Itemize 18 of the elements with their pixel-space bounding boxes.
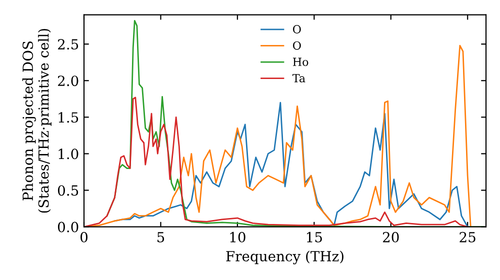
legend-label: O <box>292 25 301 34</box>
y-tick-label: 1.0 <box>58 148 78 160</box>
y-tick-label: 2.0 <box>58 76 78 86</box>
x-tick-label: 25 <box>460 232 476 242</box>
legend-label: Ta <box>292 74 306 82</box>
y-tick-label: 2.5 <box>58 39 78 50</box>
y-tick-label: 0.0 <box>58 222 78 232</box>
legend-label: Ho <box>292 58 308 66</box>
x-tick-label: 15 <box>307 232 322 242</box>
x-tick-label: 0 <box>80 232 88 242</box>
x-tick-label: 20 <box>382 232 399 242</box>
x-tick-label: 10 <box>230 232 246 242</box>
y-axis-title: Phonon projected DOS (States/THz·primitive cell) <box>22 28 52 213</box>
y-tick-label: 1.5 <box>58 112 78 123</box>
x-axis-title: Frequency (THz) <box>226 250 344 264</box>
y-tick-label: 0.5 <box>58 185 78 196</box>
x-tick-label: 5 <box>157 232 164 242</box>
legend-label: O <box>292 41 301 50</box>
